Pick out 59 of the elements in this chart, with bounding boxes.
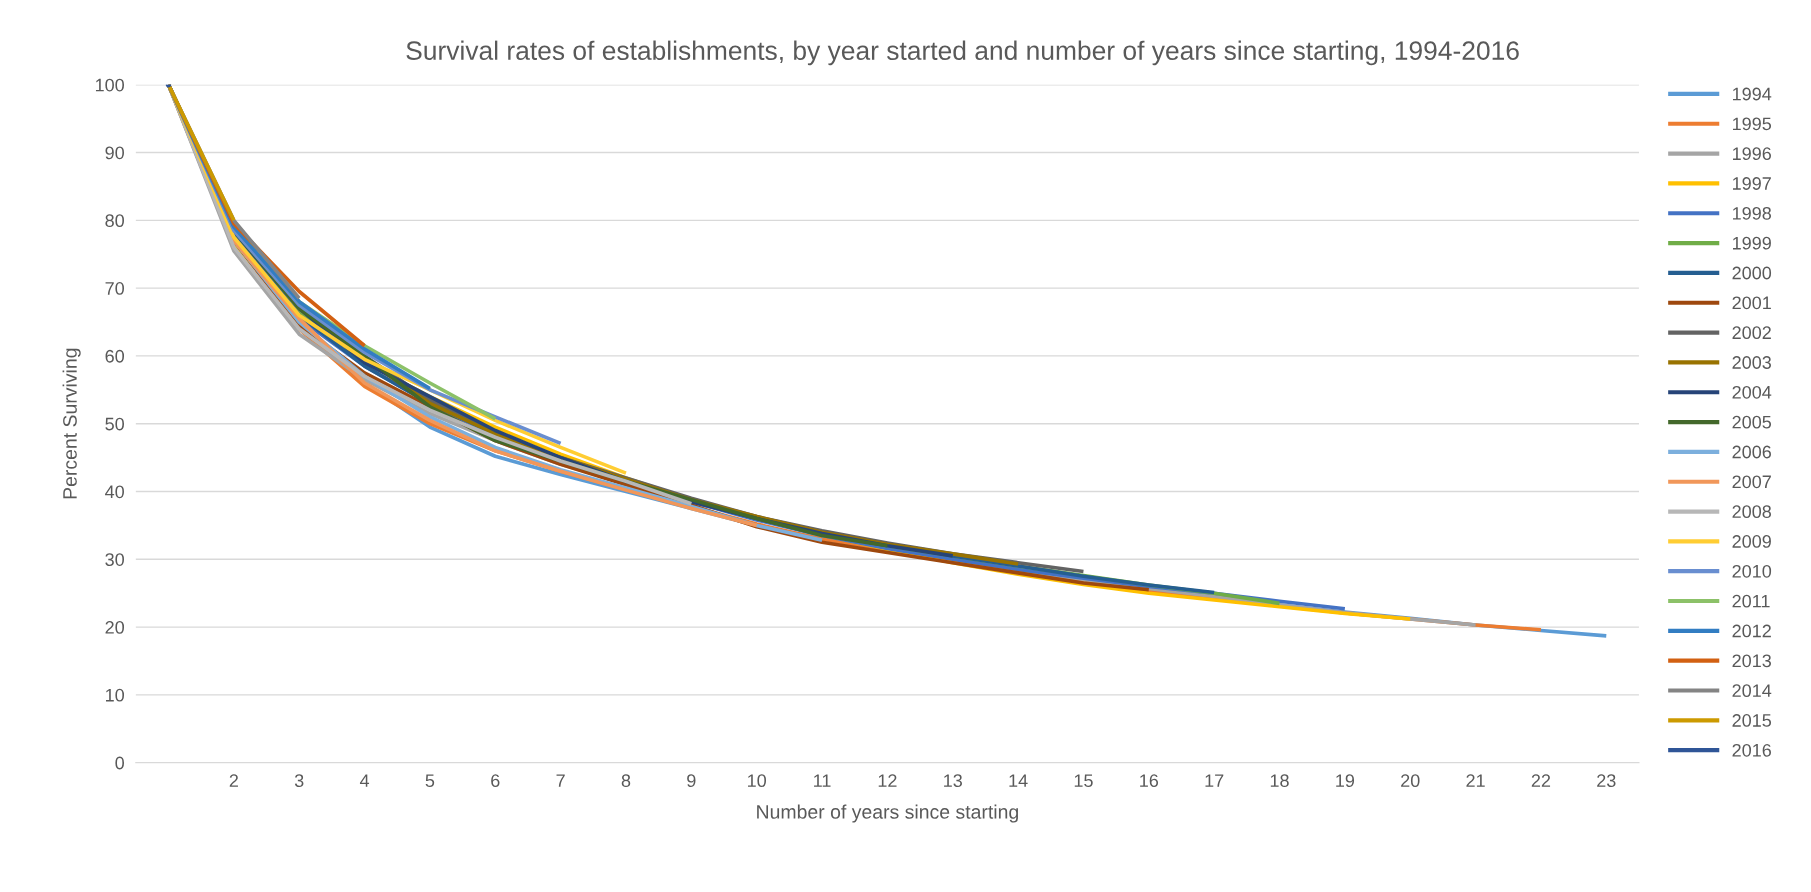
legend-label: 1995: [1733, 117, 1772, 131]
legend-label: 2002: [1732, 326, 1771, 340]
y-tick-label: 90: [105, 146, 125, 160]
legend-label: 2004: [1732, 385, 1772, 399]
x-tick-label: 9: [687, 774, 696, 788]
x-tick-label: 3: [294, 774, 304, 788]
y-tick-label: 60: [105, 349, 125, 363]
y-axis-title: Percent Surviving: [62, 348, 81, 499]
y-tick-label: 10: [106, 688, 125, 702]
x-tick-label: 2: [229, 774, 238, 787]
legend-label: 2003: [1732, 356, 1771, 369]
legend-label: 2006: [1732, 445, 1771, 459]
x-tick-label: 21: [1466, 774, 1485, 787]
legend-label: 2005: [1732, 415, 1772, 429]
x-tick-label: 17: [1205, 774, 1224, 787]
x-tick-label: 19: [1336, 774, 1355, 788]
y-tick-label: 100: [95, 78, 125, 92]
x-tick-label: 22: [1531, 774, 1551, 787]
legend-label: 2008: [1732, 505, 1772, 519]
legend-label: 1997: [1733, 177, 1771, 190]
legend-label: 2007: [1732, 475, 1771, 489]
legend-label: 2000: [1732, 266, 1772, 280]
legend-label: 2016: [1732, 743, 1771, 757]
x-tick-label: 13: [944, 774, 962, 788]
x-tick-label: 4: [359, 774, 370, 787]
x-tick-label: 14: [1009, 774, 1028, 787]
legend-label: 2014: [1732, 684, 1772, 698]
legend-label: 1996: [1733, 147, 1771, 161]
x-tick-label: 16: [1140, 774, 1159, 788]
y-tick-label: 50: [105, 417, 125, 431]
x-tick-label: 8: [621, 774, 631, 788]
x-tick-label: 7: [556, 774, 565, 787]
y-tick-label: 0: [115, 756, 125, 770]
legend-label: 2011: [1732, 594, 1770, 608]
legend-label: 2010: [1732, 564, 1772, 578]
legend-label: 2015: [1732, 714, 1772, 727]
x-tick-label: 6: [491, 774, 500, 788]
y-tick-label: 30: [105, 553, 125, 566]
y-tick-label: 20: [105, 621, 125, 634]
x-tick-label: 11: [814, 774, 831, 787]
legend-label: 2001: [1732, 296, 1771, 310]
chart-title: Survival rates of establishments, by year started and number of years since starting, 1994-2016: [406, 40, 1519, 66]
y-tick-label: 70: [105, 282, 125, 295]
legend-label: 2013: [1732, 654, 1771, 668]
legend-label: 1999: [1733, 236, 1771, 250]
legend-label: 2009: [1732, 535, 1771, 548]
x-tick-label: 12: [878, 774, 897, 787]
x-tick-label: 10: [748, 774, 767, 788]
x-axis-title: Number of years since starting: [757, 804, 1018, 823]
x-tick-label: 5: [425, 774, 435, 788]
x-tick-label: 20: [1401, 774, 1420, 788]
y-tick-label: 40: [105, 485, 125, 499]
legend-label: 2012: [1732, 624, 1771, 638]
x-tick-label: 23: [1597, 774, 1616, 788]
legend-label: 1998: [1733, 206, 1772, 220]
x-tick-label: 18: [1270, 774, 1289, 788]
y-tick-label: 80: [105, 214, 125, 228]
legend-label: 1994: [1733, 87, 1772, 101]
x-tick-label: 15: [1074, 774, 1093, 788]
